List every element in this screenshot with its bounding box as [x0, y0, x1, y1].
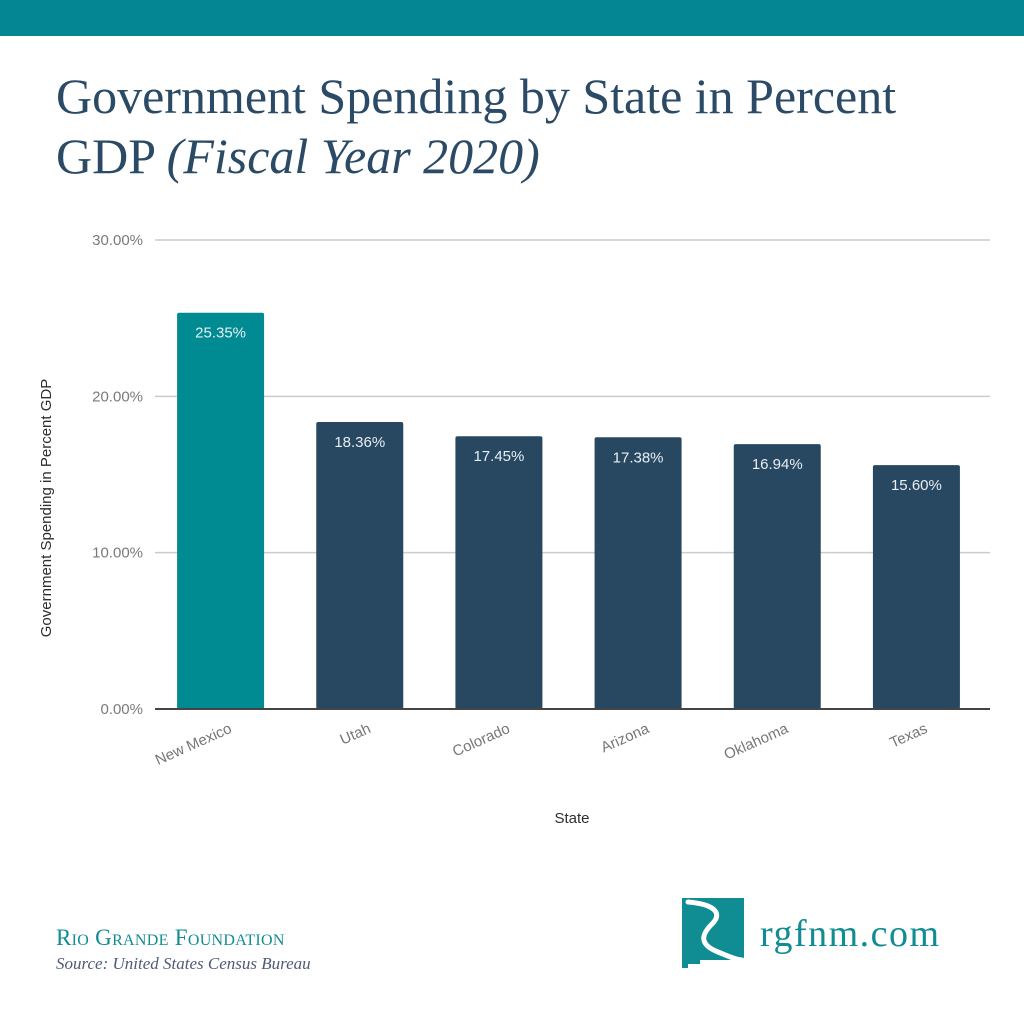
bar-value-label: 16.94% [752, 456, 803, 473]
x-tick-label: New Mexico [153, 720, 235, 769]
top-banner [0, 0, 1024, 36]
x-tick-label: Texas [887, 720, 930, 751]
title-main: Government Spending by State in Percent … [56, 68, 897, 184]
bar-new-mexico [177, 312, 265, 709]
chart-title: Government Spending by State in Percent … [56, 66, 956, 186]
x-tick-label: Oklahoma [721, 720, 791, 764]
y-axis-ticks: 0.00% 10.00% 20.00% 30.00% [92, 232, 143, 718]
bar-value-label: 15.60% [891, 477, 942, 494]
x-axis-title: State [554, 810, 589, 827]
bar-value-label: 25.35% [195, 325, 246, 342]
bar-oklahoma [733, 444, 821, 709]
organization-name: Rio Grande Foundation [56, 925, 285, 950]
gridlines [155, 239, 990, 554]
y-tick-label: 30.00% [92, 232, 143, 249]
bar-colorado [455, 436, 543, 709]
x-tick-label: Colorado [450, 720, 513, 760]
y-tick-label: 0.00% [100, 701, 143, 718]
bar-utah [316, 421, 404, 709]
y-tick-label: 10.00% [92, 545, 143, 562]
x-axis-labels: New Mexico Utah Colorado Arizona Oklahoma Tex… [153, 720, 930, 769]
bar-value-label: 17.38% [613, 449, 664, 466]
bar-value-label: 18.36% [334, 434, 385, 451]
source-note: Source: United States Census Bureau [56, 954, 311, 973]
bar-chart: 0.00% 10.00% 20.00% 30.00% 25.35% 18.36% 17.4… [38, 232, 990, 827]
bar-texas [872, 465, 960, 709]
bars [177, 312, 960, 709]
title-italic: (Fiscal Year 2020) [166, 128, 540, 184]
bar-value-labels: 25.35% 18.36% 17.45% 17.38% 16.94% 15.60% [195, 325, 942, 494]
x-tick-label: Utah [338, 720, 374, 748]
bar-value-label: 17.45% [473, 448, 524, 465]
y-tick-label: 20.00% [92, 388, 143, 405]
website-link[interactable]: rgfnm.com [760, 913, 941, 955]
y-axis-title: Government Spending in Percent GDP [38, 379, 55, 637]
new-mexico-river-logo-icon [682, 898, 744, 968]
bar-arizona [594, 437, 682, 709]
x-tick-label: Arizona [598, 720, 652, 756]
